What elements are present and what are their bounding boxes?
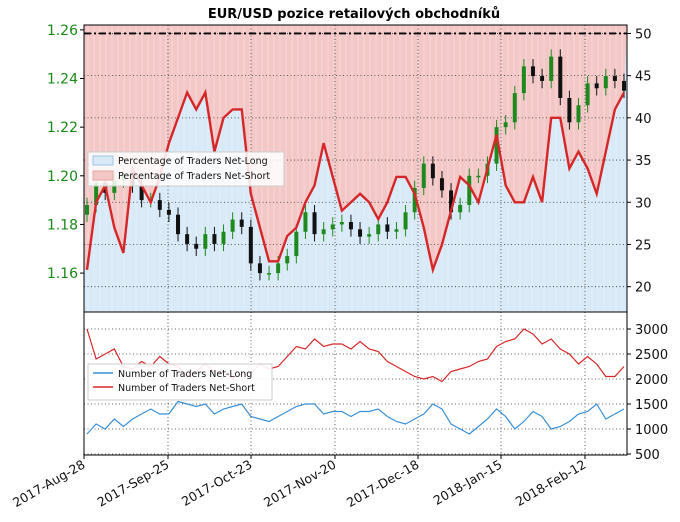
series-line (86, 400, 625, 435)
right-axis-tick-label: 20 (635, 281, 652, 296)
right-axis-tick-label: 2000 (635, 373, 668, 388)
candle-body (558, 56, 563, 98)
right-axis-tick-label: 2500 (635, 348, 668, 363)
candle-body (476, 175, 481, 178)
legend-label: Number of Traders Net-Long (118, 369, 252, 380)
legend-swatch-net-long (92, 155, 114, 166)
x-axis-tick-label: 2018-Jan-15 (431, 457, 505, 508)
candle-body (622, 80, 626, 91)
candle-body (221, 231, 226, 244)
candle-body (157, 200, 162, 210)
candle-body (540, 76, 545, 81)
candle-body (94, 183, 99, 205)
candle-body (530, 66, 535, 77)
candle-body (521, 66, 526, 94)
legend-label-net-long: Percentage of Traders Net-Long (118, 156, 268, 167)
left-axis-tick-label: 1.24 (47, 72, 78, 88)
bottom-legend: Number of Traders Net-Long Number of Trad… (87, 363, 273, 401)
candle-body (394, 229, 399, 232)
candle-body (312, 212, 317, 235)
candle-body (458, 204, 463, 213)
candle-body (467, 175, 472, 205)
net-short-area (84, 25, 627, 270)
candle-body (230, 219, 235, 232)
bottom-panel-frame (83, 311, 628, 456)
bottom-legend-box (87, 363, 273, 401)
candle-body (612, 76, 617, 81)
left-axis-tick-label: 1.16 (47, 266, 78, 282)
x-axis-tick-label: 2017-Nov-20 (261, 457, 339, 510)
candle-body (212, 234, 217, 244)
right-axis-tick-label: 1000 (635, 423, 668, 438)
candle-body (449, 190, 454, 213)
chart-title: EUR/USD pozice retailových obchodníků (208, 7, 500, 22)
candle-body (203, 234, 208, 249)
right-axis-tick-label: 30 (635, 196, 652, 211)
right-axis-tick-label: 45 (635, 70, 652, 85)
candle-body (321, 229, 326, 235)
candle-body (403, 212, 408, 230)
left-axis-tick-label: 1.20 (47, 169, 78, 185)
right-axis-tick-label: 3000 (635, 323, 668, 338)
right-axis-tick-label: 50 (635, 27, 652, 42)
candle-body (594, 83, 599, 89)
candle-body (376, 224, 381, 235)
left-axis-tick-label: 1.22 (47, 120, 78, 136)
candle-body (294, 231, 299, 257)
top-legend-box (87, 151, 285, 187)
right-axis-tick-label: 40 (635, 112, 652, 127)
x-axis-tick-label: 2017-Oct-23 (179, 457, 255, 509)
candle-body (549, 56, 554, 81)
candle-body (367, 234, 372, 237)
candle-body (176, 214, 181, 235)
x-axis-tick-label: 2017-Aug-28 (10, 457, 88, 510)
candle-body (330, 224, 335, 230)
candle-body (166, 209, 171, 215)
candle-body (494, 127, 499, 164)
x-axis-tick-label: 2017-Dec-18 (344, 457, 422, 510)
candle-body (248, 226, 253, 264)
candle-body (85, 204, 89, 215)
candle-body (348, 222, 353, 230)
candle-body (585, 83, 590, 106)
candle-body (185, 234, 190, 244)
left-axis-tick-label: 1.26 (47, 23, 78, 39)
candle-body (412, 187, 417, 213)
candle-body (512, 93, 517, 123)
x-axis-tick-label: 2017-Sep-25 (94, 457, 171, 510)
candle-body (567, 97, 572, 123)
legend-swatch-net-short (92, 170, 114, 181)
legend-label-net-short: Percentage of Traders Net-Short (118, 171, 270, 182)
candle-body (439, 178, 444, 191)
candle-body (257, 263, 262, 274)
right-axis-tick-label: 500 (635, 448, 660, 463)
candle-body (385, 224, 390, 232)
candle-body (139, 185, 144, 201)
net-short-percentage-line (85, 88, 626, 275)
candle-body (576, 105, 581, 123)
candle-body (303, 212, 308, 232)
right-axis-tick-label: 1500 (635, 398, 668, 413)
candle-body (239, 219, 244, 227)
top-legend: Percentage of Traders Net-Long Percentage… (87, 151, 285, 187)
right-axis-tick-label: 25 (635, 238, 652, 253)
candle-body (276, 263, 281, 274)
candle-body (430, 163, 435, 179)
x-axis-tick-label: 2018-Feb-12 (513, 457, 589, 509)
candle-body (194, 243, 199, 249)
candle-body (421, 163, 426, 188)
candle-body (285, 256, 290, 264)
left-axis-tick-label: 1.18 (47, 217, 78, 233)
right-axis-tick-label: 35 (635, 154, 652, 169)
candle-body (503, 122, 508, 128)
legend-label: Number of Traders Net-Short (118, 383, 255, 394)
candle-body (603, 76, 608, 89)
candle-body (358, 229, 363, 237)
candle-body (112, 180, 117, 193)
candle-body (339, 222, 344, 225)
candle-body (267, 273, 272, 275)
